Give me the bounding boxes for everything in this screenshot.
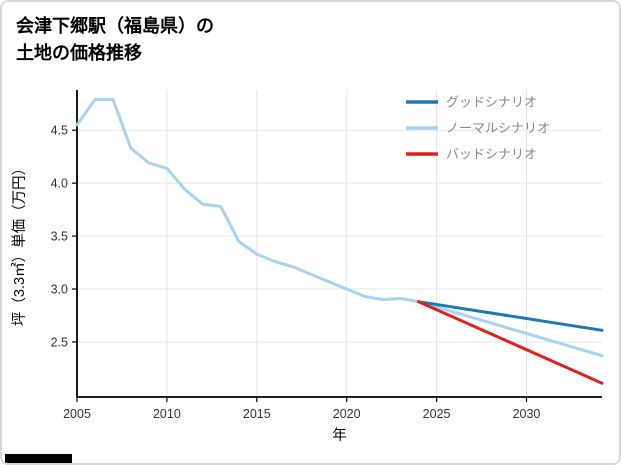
y-tick-label: 3.0 (51, 283, 68, 297)
chart-title-line2: 土地の価格推移 (16, 43, 142, 63)
legend-label: グッドシナリオ (446, 95, 537, 110)
y-tick-label: 3.5 (51, 230, 68, 244)
x-tick-label: 2005 (63, 407, 91, 421)
x-tick-label: 2030 (513, 407, 541, 421)
footer-bar (5, 454, 72, 463)
y-tick-label: 2.5 (51, 335, 68, 349)
x-tick-label: 2010 (153, 407, 181, 421)
x-tick-label: 2020 (333, 407, 361, 421)
y-tick-label: 4.0 (51, 177, 68, 191)
chart-title: 会津下郷駅（福島県）の 土地の価格推移 (16, 13, 214, 67)
chart-title-line1: 会津下郷駅（福島県）の (16, 16, 214, 36)
series-line-2 (417, 300, 604, 385)
series-line-1 (75, 98, 604, 358)
legend-label: ノーマルシナリオ (446, 121, 550, 136)
x-tick-label: 2015 (243, 407, 271, 421)
x-axis-label: 年 (332, 427, 347, 444)
x-tick-label: 2025 (423, 407, 451, 421)
y-axis-label: 坪（3.3㎡）単価（万円） (11, 161, 28, 326)
series-line-0 (417, 300, 604, 332)
legend-label: バッドシナリオ (446, 147, 537, 162)
y-tick-label: 4.5 (51, 124, 68, 138)
